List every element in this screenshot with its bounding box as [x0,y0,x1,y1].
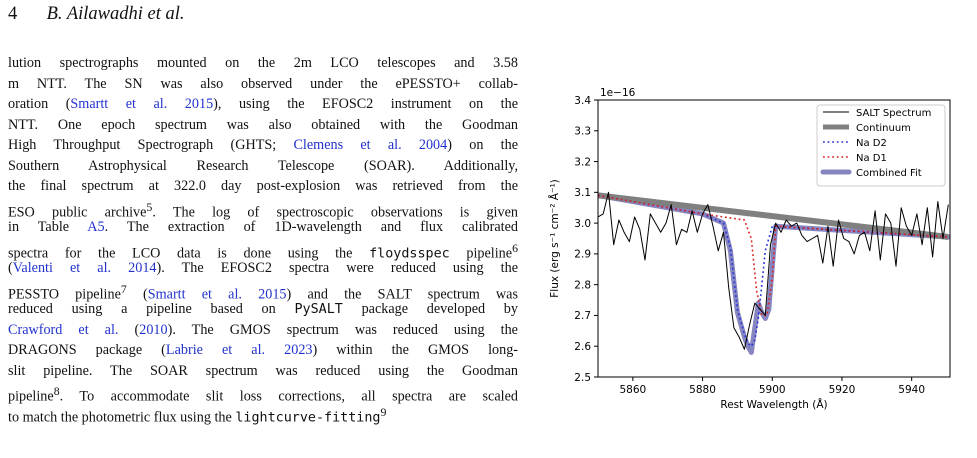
legend: SALT Spectrum Continuum Na D2 Na D1 Combined… [816,104,946,187]
footnote-marker[interactable]: 6 [512,240,518,255]
text-segment: the final spectrum at 322.0 day post-exp… [8,178,518,194]
text-line: DRAGONS package (Labrie et al. 2023) wit… [8,340,518,361]
text-line: ESO public archive5. The log of spectros… [8,197,518,221]
citation-link[interactable]: Smartt et al. 2015 [147,286,287,303]
text-line: PESSTO pipeline7 (Smartt et al. 2015) an… [8,279,518,303]
text-segment: to match the photometric flux using the [8,409,236,426]
text-segment: . To accommodate slit loss corrections, … [59,388,518,405]
page-header: 4 B. Ailawadhi et al. [8,4,185,25]
running-authors: B. Ailawadhi et al. [46,4,185,24]
series-salt-spectrum [598,191,949,350]
text-segment: pipeline [449,245,513,262]
text-segment: package developed by [342,301,518,317]
body-paragraph: lution spectrographs mounted on the 2m L… [8,53,518,426]
text-line: NTT. One epoch spectrum was also obtaine… [8,115,518,136]
x-tick-label: 5860 [619,384,646,396]
text-line: spectra for the LCO data is done using t… [8,238,518,262]
series-na-d2 [598,194,949,348]
axes-frame [597,99,951,378]
text-segment: ) within the GMOS long- [312,342,519,358]
x-tick-label: 5880 [689,384,716,396]
y-tick-label: 3.3 [574,126,591,138]
text-segment: NTT. One epoch spectrum was also obtaine… [8,116,518,133]
y-tick-label: 3.0 [574,218,591,230]
code-text: lightcurve-fitting [235,410,381,426]
page-number: 4 [8,4,18,24]
code-text: PySALT [294,302,343,317]
y-tick-label: 2.8 [574,279,591,291]
text-segment: DRAGONS package ( [8,342,166,358]
legend-label: Na D2 [856,138,887,149]
plot-area [598,191,950,355]
citation-link[interactable]: A5 [87,219,105,235]
text-segment: . The extraction of 1D-wavelength and fl… [104,219,518,235]
legend-label: Combined Fit [856,168,922,179]
text-line: m NTT. The SN was also observed under th… [8,74,518,95]
text-segment: in Table [8,219,88,235]
text-segment: m NTT. The SN was also observed under th… [8,75,518,92]
text-segment: slit pipeline. The SOAR spectrum was red… [8,362,518,379]
text-line: High Throughput Spectrograph (GHTS; Clem… [8,135,518,156]
text-line: slit pipeline. The SOAR spectrum was red… [8,361,518,382]
citation-link[interactable]: Crawford et al. [8,321,119,338]
y-tick-label: 2.9 [574,249,591,261]
text-segment: ( [126,286,148,303]
spectrum-figure: 5860 5880 5900 5920 5940 2.5 2.6 2.7 2.8 2.9 3.0 3.… [548,87,951,410]
text-line: to match the photometric flux using the … [8,402,518,426]
x-tick-label: 5920 [829,384,856,396]
y-tick-label: 2.6 [574,341,591,353]
text-segment: . The log of spectroscopic observations … [152,204,518,221]
footnote-marker[interactable]: 7 [120,281,127,296]
text-segment: reduced using a pipeline based on [8,301,295,317]
citation-link[interactable]: 2010 [139,321,168,338]
legend-label: Na D1 [856,153,887,164]
footnote-marker[interactable]: 8 [53,384,60,398]
y-tick-label: 3.4 [574,95,591,107]
text-line: the final spectrum at 322.0 day post-exp… [8,176,518,197]
x-tick-label: 5940 [898,384,925,396]
legend-label: Continuum [856,123,911,134]
y-axis-label: Flux (erg s⁻¹ cm⁻² Å⁻¹) [548,179,561,298]
y-tick-label: 3.2 [574,156,591,168]
citation-link[interactable]: Valenti et al. 2014 [12,260,157,276]
text-segment: PESSTO pipeline [8,286,121,303]
text-line: Crawford et al. (2010). The GMOS spectru… [8,320,518,341]
series-continuum [598,192,949,240]
x-axis-label: Rest Wavelength (Å) [720,398,827,410]
text-segment: ), using the EFOSC2 instrument on the [213,96,518,112]
text-segment: ( [118,321,140,338]
text-segment: spectra for the LCO data is done using t… [8,245,370,262]
citation-link[interactable]: Labrie et al. 2023 [165,342,313,358]
text-segment: ( [8,260,13,276]
y-tick-label: 3.1 [574,187,591,199]
text-segment: lution spectrographs mounted on the 2m L… [8,55,518,71]
y-offset-label: 1e−16 [600,87,636,99]
text-segment: ). The EFOSC2 spectra were reduced using… [156,260,518,276]
text-line: in Table A5. The extraction of 1D-wavele… [8,217,518,238]
text-line: pipeline8. To accommodate slit loss corr… [8,381,518,405]
text-segment: ) on the [447,137,518,153]
x-tick-label: 5900 [759,384,786,396]
text-line: lution spectrographs mounted on the 2m L… [8,53,518,74]
y-tick-label: 2.7 [574,310,591,322]
legend-label: SALT Spectrum [856,108,931,119]
text-segment: ). The GMOS spectrum was reduced using t… [167,321,518,338]
text-line: (Valenti et al. 2014). The EFOSC2 spectr… [8,258,518,279]
citation-link[interactable]: Smartt et al. 2015 [70,96,214,112]
text-segment: High Throughput Spectrograph (GHTS; [8,137,294,153]
footnote-marker[interactable]: 5 [146,199,153,214]
text-line: oration (Smartt et al. 2015), using the … [8,94,518,115]
citation-link[interactable]: Clemens et al. 2004 [293,137,448,153]
text-segment: ) and the SALT spectrum was [286,286,518,303]
text-segment: Southern Astrophysical Research Telescop… [8,157,518,174]
text-line: reduced using a pipeline based on PySALT… [8,299,518,320]
text-line: Southern Astrophysical Research Telescop… [8,156,518,177]
text-segment: pipeline [8,388,54,405]
text-segment: oration ( [8,96,71,112]
code-text: floydsspec [369,246,450,262]
text-segment: ESO public archive [8,204,147,221]
footnote-marker[interactable]: 9 [380,404,387,419]
y-tick-label: 2.5 [574,372,591,384]
